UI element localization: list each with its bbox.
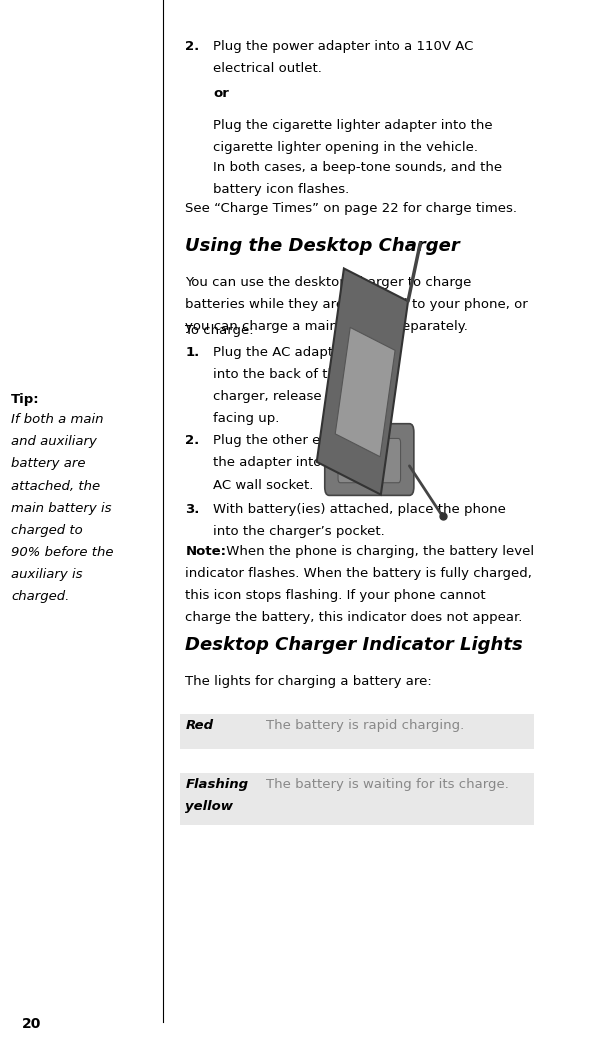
Text: and auxiliary: and auxiliary [11,435,97,448]
Text: See “Charge Times” on page 22 for charge times.: See “Charge Times” on page 22 for charge… [185,202,517,215]
Text: Tip:: Tip: [11,393,40,406]
Text: The battery is waiting for its charge.: The battery is waiting for its charge. [266,778,508,790]
FancyBboxPatch shape [325,424,414,495]
Text: or: or [213,87,229,100]
Text: this icon stops flashing. If your phone cannot: this icon stops flashing. If your phone … [185,589,486,602]
Text: battery are: battery are [11,457,86,470]
Text: batteries while they are attached to your phone, or: batteries while they are attached to you… [185,298,528,311]
Text: Red: Red [185,719,213,731]
Text: Plug the power adapter into a 110V AC: Plug the power adapter into a 110V AC [213,40,473,53]
Text: the adapter into an: the adapter into an [213,456,342,469]
Text: charged to: charged to [11,524,83,536]
Text: you can charge a main battery separately.: you can charge a main battery separately… [185,320,468,333]
Text: 3.: 3. [185,503,200,515]
Text: charge the battery, this indicator does not appear.: charge the battery, this indicator does … [185,611,523,624]
Text: Plug the other end of: Plug the other end of [213,434,355,447]
Bar [180,714,534,749]
Text: battery icon flashes.: battery icon flashes. [213,183,349,196]
Text: Note:: Note: [185,545,226,558]
Text: yellow: yellow [185,800,233,813]
Text: To charge:: To charge: [185,324,254,336]
Text: You can use the desktop charger to charge: You can use the desktop charger to charg… [185,276,472,289]
Polygon shape [335,328,395,456]
Text: main battery is: main battery is [11,502,112,514]
Text: Using the Desktop Charger: Using the Desktop Charger [185,237,460,255]
Text: into the back of the: into the back of the [213,368,345,380]
Text: If both a main: If both a main [11,413,103,426]
Text: into the charger’s pocket.: into the charger’s pocket. [213,525,385,538]
Text: cigarette lighter opening in the vehicle.: cigarette lighter opening in the vehicle… [213,141,478,154]
Text: Plug the AC adapter: Plug the AC adapter [213,346,347,358]
Text: 90% before the: 90% before the [11,546,113,559]
Text: charged.: charged. [11,590,69,603]
Polygon shape [317,269,408,494]
Text: 2.: 2. [185,40,200,53]
Text: auxiliary is: auxiliary is [11,568,83,581]
Text: In both cases, a beep-tone sounds, and the: In both cases, a beep-tone sounds, and t… [213,161,502,174]
Text: With battery(ies) attached, place the phone: With battery(ies) attached, place the ph… [213,503,506,515]
Text: 1.: 1. [185,346,200,358]
Text: indicator flashes. When the battery is fully charged,: indicator flashes. When the battery is f… [185,567,532,580]
Text: 20: 20 [22,1017,42,1031]
Text: charger, release tab: charger, release tab [213,390,347,403]
Text: The lights for charging a battery are:: The lights for charging a battery are: [185,675,432,687]
FancyBboxPatch shape [338,438,400,483]
Text: Desktop Charger Indicator Lights: Desktop Charger Indicator Lights [185,636,523,653]
Text: facing up.: facing up. [213,412,279,425]
Text: electrical outlet.: electrical outlet. [213,62,322,75]
Text: The battery is rapid charging.: The battery is rapid charging. [266,719,464,731]
Bar [180,773,534,825]
Text: When the phone is charging, the battery level: When the phone is charging, the battery … [222,545,535,558]
Text: 2.: 2. [185,434,200,447]
Text: Flashing: Flashing [185,778,248,790]
Text: AC wall socket.: AC wall socket. [213,479,314,491]
Text: Plug the cigarette lighter adapter into the: Plug the cigarette lighter adapter into … [213,119,492,132]
Text: attached, the: attached, the [11,480,100,492]
